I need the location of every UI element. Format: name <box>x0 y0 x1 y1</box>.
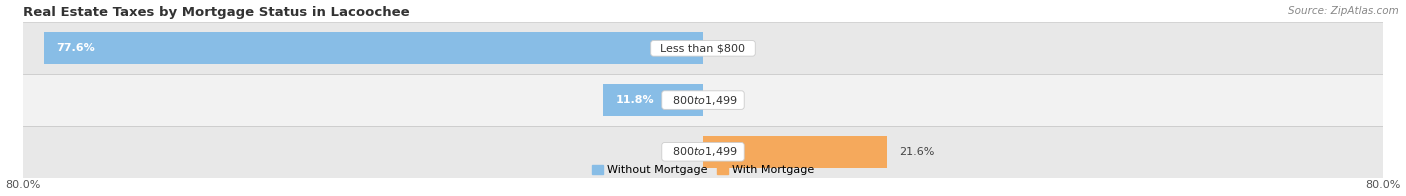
Text: 11.8%: 11.8% <box>616 95 654 105</box>
Bar <box>44 32 703 64</box>
Bar <box>24 126 1382 178</box>
Bar <box>703 136 887 168</box>
Text: 0.0%: 0.0% <box>716 43 744 53</box>
Bar <box>24 23 1382 74</box>
Text: Real Estate Taxes by Mortgage Status in Lacoochee: Real Estate Taxes by Mortgage Status in … <box>24 5 411 19</box>
Legend: Without Mortgage, With Mortgage: Without Mortgage, With Mortgage <box>588 161 818 180</box>
Text: 21.6%: 21.6% <box>900 147 935 157</box>
Bar <box>24 74 1382 126</box>
Text: Less than $800: Less than $800 <box>654 43 752 53</box>
Text: 77.6%: 77.6% <box>56 43 96 53</box>
Text: $800 to $1,499: $800 to $1,499 <box>665 93 741 107</box>
Text: $800 to $1,499: $800 to $1,499 <box>665 145 741 158</box>
Bar <box>603 84 703 116</box>
Text: 0.0%: 0.0% <box>716 95 744 105</box>
Text: Source: ZipAtlas.com: Source: ZipAtlas.com <box>1288 6 1399 16</box>
Text: 0.0%: 0.0% <box>662 147 690 157</box>
